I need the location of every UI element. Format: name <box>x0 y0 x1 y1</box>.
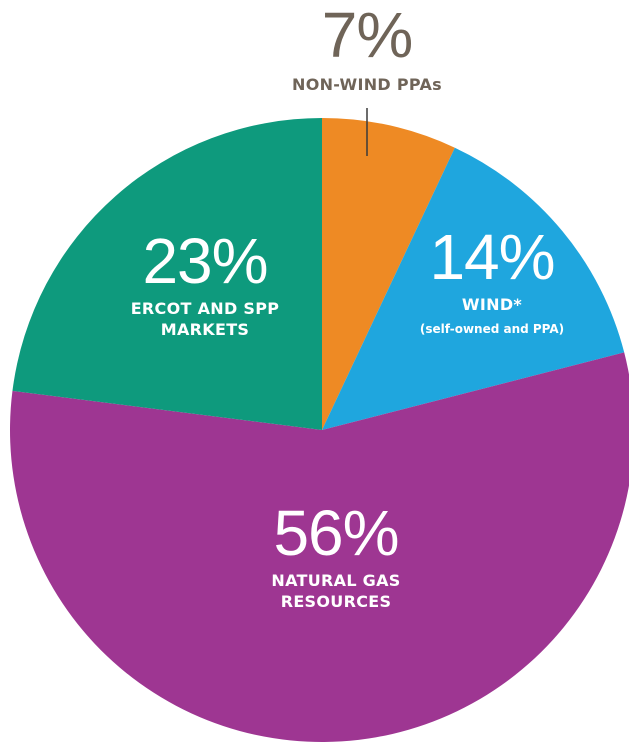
pie-slice <box>322 147 625 430</box>
value-label: 23% <box>142 225 268 297</box>
category-label: WIND* <box>461 295 523 314</box>
value-label: 14% <box>429 221 555 293</box>
pie-slice <box>322 118 455 430</box>
value-label: 7% <box>321 0 413 71</box>
value-label: 56% <box>273 497 399 569</box>
pie-slice <box>12 118 323 430</box>
category-label: NATURAL GAS RESOURCES <box>271 571 401 611</box>
category-label: NON-WIND PPAs <box>292 75 442 94</box>
pie-slice <box>10 352 629 742</box>
category-label: ERCOT AND SPP MARKETS <box>130 299 280 339</box>
category-note: (self-owned and PPA) <box>419 322 565 336</box>
